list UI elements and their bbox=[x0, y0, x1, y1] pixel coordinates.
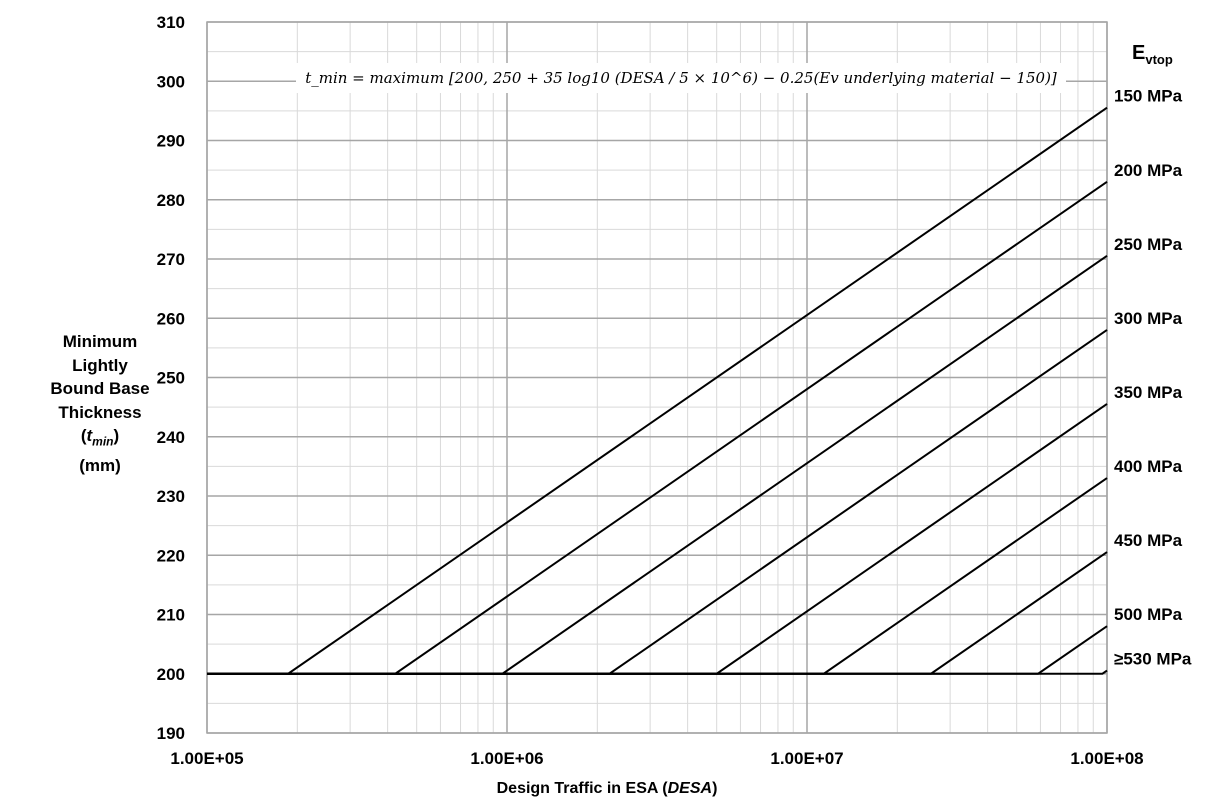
series-label-7: 450 MPa bbox=[1114, 531, 1183, 550]
y-tick-label: 230 bbox=[157, 487, 185, 506]
series-label-6: 400 MPa bbox=[1114, 457, 1183, 476]
series-line-1 bbox=[207, 106, 1108, 675]
y-axis-label-line4: Thickness bbox=[58, 402, 142, 422]
y-tick-label: 300 bbox=[157, 72, 185, 91]
y-tick-label: 250 bbox=[157, 369, 185, 388]
series-label-4: 300 MPa bbox=[1114, 309, 1183, 328]
y-tick-label: 240 bbox=[157, 428, 185, 447]
y-axis-label-line3: Bound Base bbox=[50, 379, 150, 398]
x-axis-label: Design Traffic in ESA (DESA) bbox=[496, 780, 718, 797]
y-axis-label-line2: Lightly bbox=[72, 355, 128, 375]
y-tick-label: 210 bbox=[157, 606, 185, 625]
y-tick-label: 220 bbox=[157, 546, 185, 565]
y-tick-label: 310 bbox=[157, 13, 185, 32]
y-tick-label: 290 bbox=[157, 132, 185, 151]
series-line-4 bbox=[207, 329, 1108, 675]
x-tick-label: 1.00E+06 bbox=[470, 749, 543, 768]
formula-annotation: t_min = maximum [200, 250 + 35 log10 (DE… bbox=[296, 63, 1066, 93]
series-label-1: 150 MPa bbox=[1114, 87, 1183, 106]
x-tick-label: 1.00E+05 bbox=[170, 749, 243, 768]
y-axis-label: Minimum Lightly Bound Base Thickness (tm… bbox=[0, 330, 200, 477]
x-tick-label: 1.00E+08 bbox=[1070, 749, 1143, 768]
series-line-8 bbox=[207, 625, 1108, 675]
legend-title: Evtop bbox=[1132, 42, 1173, 67]
y-tick-label: 200 bbox=[157, 665, 185, 684]
y-tick-label: 270 bbox=[157, 250, 185, 269]
y-axis-label-line5: (tmin) bbox=[80, 426, 120, 449]
x-tick-label: 1.00E+07 bbox=[770, 749, 843, 768]
series-label-3: 250 MPa bbox=[1114, 235, 1183, 254]
series-line-5 bbox=[207, 403, 1108, 675]
series-line-9 bbox=[207, 669, 1108, 675]
y-axis-label-line6: (mm) bbox=[79, 455, 121, 475]
plot-area bbox=[206, 21, 1108, 734]
y-tick-label: 190 bbox=[157, 724, 185, 743]
series-line-2 bbox=[207, 180, 1108, 675]
y-tick-label: 260 bbox=[157, 309, 185, 328]
series-label-2: 200 MPa bbox=[1114, 161, 1183, 180]
series-label-5: 350 MPa bbox=[1114, 383, 1183, 402]
y-tick-label: 280 bbox=[157, 191, 185, 210]
series-label-9: ≥530 MPa bbox=[1114, 650, 1192, 669]
y-axis-label-line1: Minimum bbox=[62, 332, 138, 351]
series-label-8: 500 MPa bbox=[1114, 605, 1183, 624]
